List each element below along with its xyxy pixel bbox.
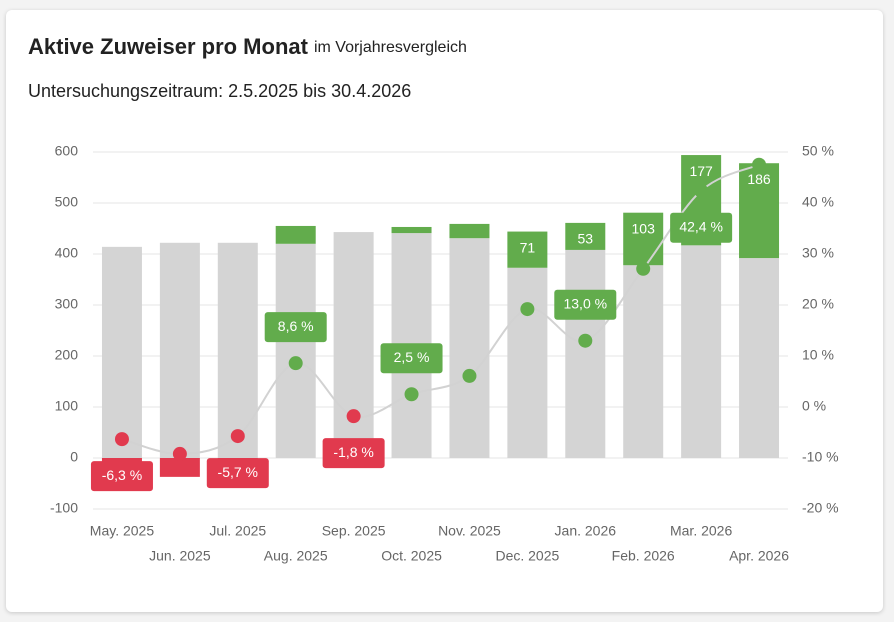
y2-tick-label: 40 % <box>802 194 834 210</box>
delta-bar <box>623 212 664 266</box>
trend-dot <box>462 368 477 383</box>
trend-dot <box>578 333 593 348</box>
delta-bar <box>565 222 606 250</box>
percent-label-box <box>554 289 617 320</box>
bar <box>507 267 548 458</box>
percent-label: -5,7 % <box>218 464 258 480</box>
trend-dot <box>752 157 767 172</box>
y2-tick-label: -20 % <box>802 500 839 516</box>
bar <box>565 249 606 458</box>
y2-tick-label: 20 % <box>802 296 834 312</box>
x-tick-label: Jun. 2025 <box>149 548 211 564</box>
y-tick-label: 300 <box>55 296 79 312</box>
percent-label-box <box>264 312 327 343</box>
delta-bar <box>507 231 548 268</box>
bar <box>623 265 664 458</box>
trend-dot <box>636 261 651 276</box>
trend-dot <box>230 429 245 444</box>
delta-label: 103 <box>632 220 656 236</box>
x-tick-label: Jul. 2025 <box>209 523 266 539</box>
x-tick-label: Apr. 2026 <box>729 548 789 564</box>
bar <box>159 242 200 458</box>
bar <box>739 258 780 458</box>
y-tick-label: 0 <box>70 449 78 465</box>
delta-bar <box>391 226 432 234</box>
period: Untersuchungszeitraum: 2.5.2025 bis 30.4… <box>28 81 411 101</box>
trend-dot <box>346 409 361 424</box>
x-tick-label: Feb. 2026 <box>612 548 675 564</box>
percent-label: 13,0 % <box>563 295 607 311</box>
title: Aktive Zuweiser pro Monat <box>28 34 309 59</box>
bar <box>101 246 142 458</box>
percent-label: 2,5 % <box>394 349 430 365</box>
trend-dot <box>172 446 187 461</box>
y2-tick-label: 10 % <box>802 347 834 363</box>
percent-label-box <box>206 458 269 489</box>
trend-dot <box>288 356 303 371</box>
x-tick-label: Dec. 2025 <box>495 548 559 564</box>
bar <box>681 245 722 458</box>
chart-title: Aktive Zuweiser pro Monat im Vorjahresver… <box>28 34 467 59</box>
delta-label: 71 <box>520 239 536 255</box>
trend-dot <box>520 302 535 317</box>
x-tick-label: Sep. 2025 <box>322 523 386 539</box>
x-tick-label: Nov. 2025 <box>438 523 501 539</box>
delta-bar <box>449 223 490 239</box>
trend-dot <box>694 183 709 198</box>
y-tick-label: 600 <box>55 143 79 159</box>
x-tick-label: Mar. 2026 <box>670 523 732 539</box>
y-tick-label: -100 <box>50 500 78 516</box>
subtitle: im Vorjahresvergleich <box>314 39 467 56</box>
percent-label: -1,8 % <box>333 444 373 460</box>
percent-label: -6,3 % <box>102 467 142 483</box>
y2-tick-label: 0 % <box>802 398 826 414</box>
delta-bar <box>159 458 200 477</box>
trend-dot <box>404 387 419 402</box>
y2-tick-label: 30 % <box>802 245 834 261</box>
y-tick-label: 400 <box>55 245 79 261</box>
y2-tick-label: -10 % <box>802 449 839 465</box>
bar <box>333 232 374 458</box>
trend-line <box>121 163 760 455</box>
x-tick-label: Oct. 2025 <box>381 548 442 564</box>
y2-tick-label: 50 % <box>802 143 834 159</box>
delta-label: 186 <box>747 171 771 187</box>
percent-label-box <box>90 461 153 492</box>
delta-label: 177 <box>689 163 713 179</box>
bar <box>217 242 258 458</box>
percent-label-box <box>322 438 385 469</box>
percent-label: 42,4 % <box>679 218 723 234</box>
x-tick-label: May. 2025 <box>90 523 155 539</box>
bar <box>449 238 490 458</box>
trend-dot <box>114 432 129 447</box>
delta-bar <box>739 163 780 259</box>
delta-bar <box>275 225 316 244</box>
delta-label: 53 <box>578 231 594 247</box>
y-tick-label: 200 <box>55 347 79 363</box>
bar <box>275 243 316 458</box>
x-tick-label: Aug. 2025 <box>264 548 328 564</box>
percent-label-box <box>670 212 733 243</box>
percent-label-box <box>380 343 443 374</box>
y-tick-label: 500 <box>55 194 79 210</box>
percent-label: 8,6 % <box>278 318 314 334</box>
y-tick-label: 100 <box>55 398 79 414</box>
x-tick-label: Jan. 2026 <box>555 523 617 539</box>
card <box>6 10 883 612</box>
